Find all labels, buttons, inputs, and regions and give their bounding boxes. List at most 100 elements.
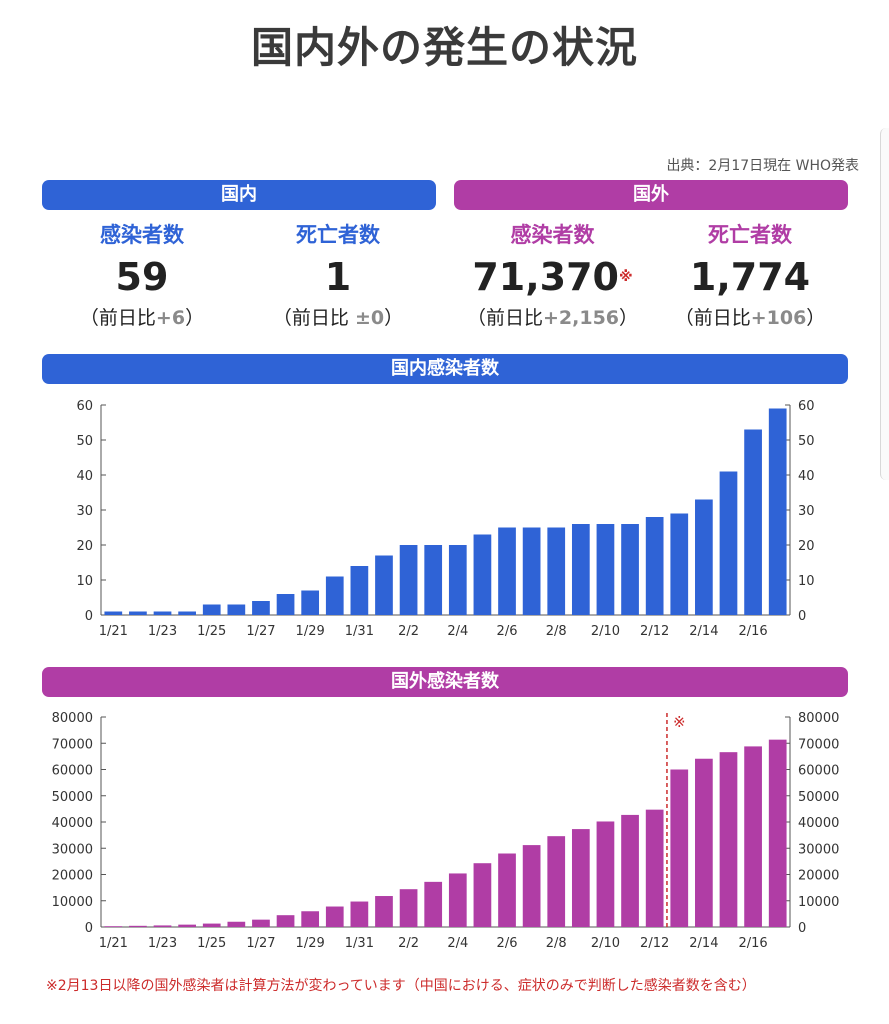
- bar: [202, 604, 221, 615]
- x-tick-label: 1/29: [296, 624, 325, 639]
- diff-prefix: （前日比: [272, 307, 355, 329]
- bar: [498, 853, 516, 927]
- bar: [104, 611, 123, 615]
- bar: [325, 906, 344, 927]
- y-tick-label: 0: [85, 921, 93, 936]
- bar: [153, 611, 172, 615]
- stat-label: 感染者数: [510, 223, 595, 247]
- x-tick-label: 2/2: [398, 936, 419, 951]
- y-tick-label-right: 0: [798, 921, 806, 936]
- y-tick-label: 50: [76, 434, 93, 449]
- x-tick-label: 1/27: [246, 936, 275, 951]
- x-tick-label: 2/16: [738, 936, 767, 951]
- stat-label: 死亡者数: [708, 223, 792, 247]
- x-tick-label: 2/8: [546, 624, 567, 639]
- diff-value: ±0: [354, 307, 385, 329]
- diff-value: +6: [155, 307, 186, 329]
- overseas-infected-stat: 感染者数 71,370※ （前日比+2,156）: [450, 219, 655, 330]
- diff-suffix: ）: [619, 307, 639, 329]
- stat-label: 感染者数: [100, 223, 184, 247]
- bar: [399, 545, 418, 615]
- diff-prefix: （前日比: [79, 307, 156, 329]
- bar: [129, 611, 147, 615]
- bar: [325, 576, 344, 615]
- bar: [670, 769, 689, 927]
- bar: [473, 534, 492, 615]
- x-tick-label: 1/23: [148, 624, 177, 639]
- bar: [301, 590, 320, 615]
- x-tick-label: 1/25: [197, 936, 226, 951]
- y-tick-label: 40000: [52, 816, 93, 831]
- y-tick-label-right: 10: [798, 574, 815, 589]
- y-tick-label: 0: [85, 609, 93, 624]
- source-note: 出典：2月17日現在 WHO発表: [666, 158, 859, 174]
- bar: [744, 746, 762, 927]
- bar: [645, 517, 664, 615]
- x-tick-label: 2/2: [398, 624, 419, 639]
- diff-suffix: ）: [185, 307, 205, 329]
- stat-diff: （前日比+106）: [650, 303, 850, 330]
- bar: [522, 845, 541, 927]
- bar: [547, 836, 566, 927]
- y-tick-label-right: 50000: [798, 790, 839, 805]
- note-mark: ※: [619, 269, 633, 285]
- x-tick-label: 1/27: [246, 624, 275, 639]
- bar: [153, 925, 172, 927]
- bar: [301, 911, 320, 927]
- x-tick-label: 2/6: [497, 624, 518, 639]
- stat-diff: （前日比+6）: [42, 303, 242, 330]
- y-tick-label: 10000: [52, 895, 93, 910]
- y-tick-label-right: 40: [798, 469, 815, 484]
- x-tick-label: 1/25: [197, 624, 226, 639]
- bar: [276, 594, 295, 615]
- y-tick-label-right: 30000: [798, 842, 839, 857]
- x-tick-label: 1/31: [345, 624, 374, 639]
- domestic-chart-title: 国内感染者数: [42, 354, 848, 384]
- bar: [252, 601, 270, 615]
- y-tick-label: 70000: [52, 737, 93, 752]
- bar: [719, 752, 738, 927]
- bar: [670, 513, 689, 615]
- bar: [375, 555, 393, 615]
- bar: [375, 896, 393, 927]
- bar: [350, 566, 369, 615]
- x-tick-label: 2/12: [640, 936, 669, 951]
- scrollbar[interactable]: [880, 128, 889, 480]
- y-tick-label: 30000: [52, 842, 93, 857]
- diff-suffix: ）: [806, 307, 826, 329]
- y-tick-label-right: 60000: [798, 764, 839, 779]
- x-tick-label: 1/23: [148, 936, 177, 951]
- bar: [547, 527, 566, 615]
- bar: [424, 545, 443, 615]
- bar: [448, 545, 467, 615]
- y-tick-label-right: 50: [798, 434, 815, 449]
- footnote: ※2月13日以降の国外感染者は計算方法が変わっています（中国における、症状のみで…: [46, 978, 756, 994]
- y-tick-label: 20000: [52, 869, 93, 884]
- bar: [596, 524, 615, 615]
- bar: [768, 739, 787, 927]
- bar: [695, 758, 713, 927]
- bar: [104, 926, 123, 927]
- bar: [645, 809, 664, 927]
- diff-value: +2,156: [542, 307, 620, 329]
- x-tick-label: 2/10: [591, 936, 620, 951]
- y-tick-label-right: 20: [798, 539, 815, 554]
- y-tick-label-right: 10000: [798, 895, 839, 910]
- stat-value: 71,370: [472, 255, 619, 299]
- domestic-deaths-stat: 死亡者数 1 （前日比 ±0）: [238, 219, 438, 330]
- x-tick-label: 2/14: [689, 936, 718, 951]
- bar: [178, 611, 196, 615]
- bar: [498, 527, 516, 615]
- bar: [227, 921, 246, 927]
- bar: [522, 527, 541, 615]
- bar: [252, 919, 270, 927]
- overseas-cases-chart: 0 0 10000 10000 20000 20000 30000 30000 40000 400…: [52, 711, 840, 951]
- y-tick-label: 40: [76, 469, 93, 484]
- x-tick-label: 2/14: [689, 624, 718, 639]
- y-tick-label-right: 0: [798, 609, 806, 624]
- y-tick-label-right: 40000: [798, 816, 839, 831]
- y-tick-label: 50000: [52, 790, 93, 805]
- diff-prefix: （前日比: [466, 307, 543, 329]
- stat-value-row: 71,370※: [450, 257, 655, 297]
- bar: [276, 915, 295, 927]
